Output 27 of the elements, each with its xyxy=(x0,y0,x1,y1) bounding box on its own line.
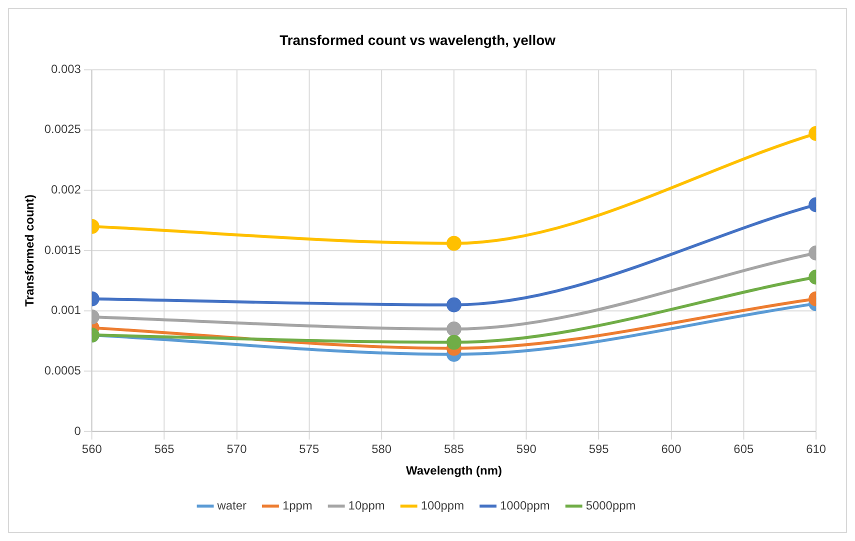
legend-label: water xyxy=(216,498,247,512)
x-tick-label: 585 xyxy=(444,442,464,456)
legend-label: 1000ppm xyxy=(500,498,550,512)
y-tick-label: 0.002 xyxy=(50,182,82,197)
legend-label: 1ppm xyxy=(282,498,312,512)
x-tick-label: 595 xyxy=(588,442,610,456)
x-tick-label: 610 xyxy=(806,442,826,456)
y-tick-label: 0 xyxy=(74,424,82,438)
chart-title: Transformed count vs wavelength, yellow xyxy=(280,32,556,48)
x-tick-label: 570 xyxy=(226,442,248,456)
legend-label: 5000ppm xyxy=(586,498,636,512)
y-tick-label: 0.001 xyxy=(50,303,82,318)
y-tick-label: 0.003 xyxy=(50,62,82,76)
legend-label: 100ppm xyxy=(420,498,464,512)
y-axis-title: Transformed count) xyxy=(22,194,36,307)
y-tick-label: 0.0025 xyxy=(44,122,82,136)
x-tick-label: 600 xyxy=(661,442,682,456)
x-tick-label: 580 xyxy=(372,442,392,456)
y-tick-label: 0.0015 xyxy=(44,242,82,257)
x-tick-label: 560 xyxy=(82,442,102,456)
x-axis-title: Wavelength (nm) xyxy=(406,463,502,478)
x-tick-label: 575 xyxy=(299,442,320,456)
legend-label: 10ppm xyxy=(348,498,385,512)
x-tick-label: 565 xyxy=(154,442,175,456)
x-tick-label: 605 xyxy=(734,442,754,456)
x-tick-label: 590 xyxy=(516,442,537,456)
y-tick-label: 0.0005 xyxy=(44,364,82,378)
